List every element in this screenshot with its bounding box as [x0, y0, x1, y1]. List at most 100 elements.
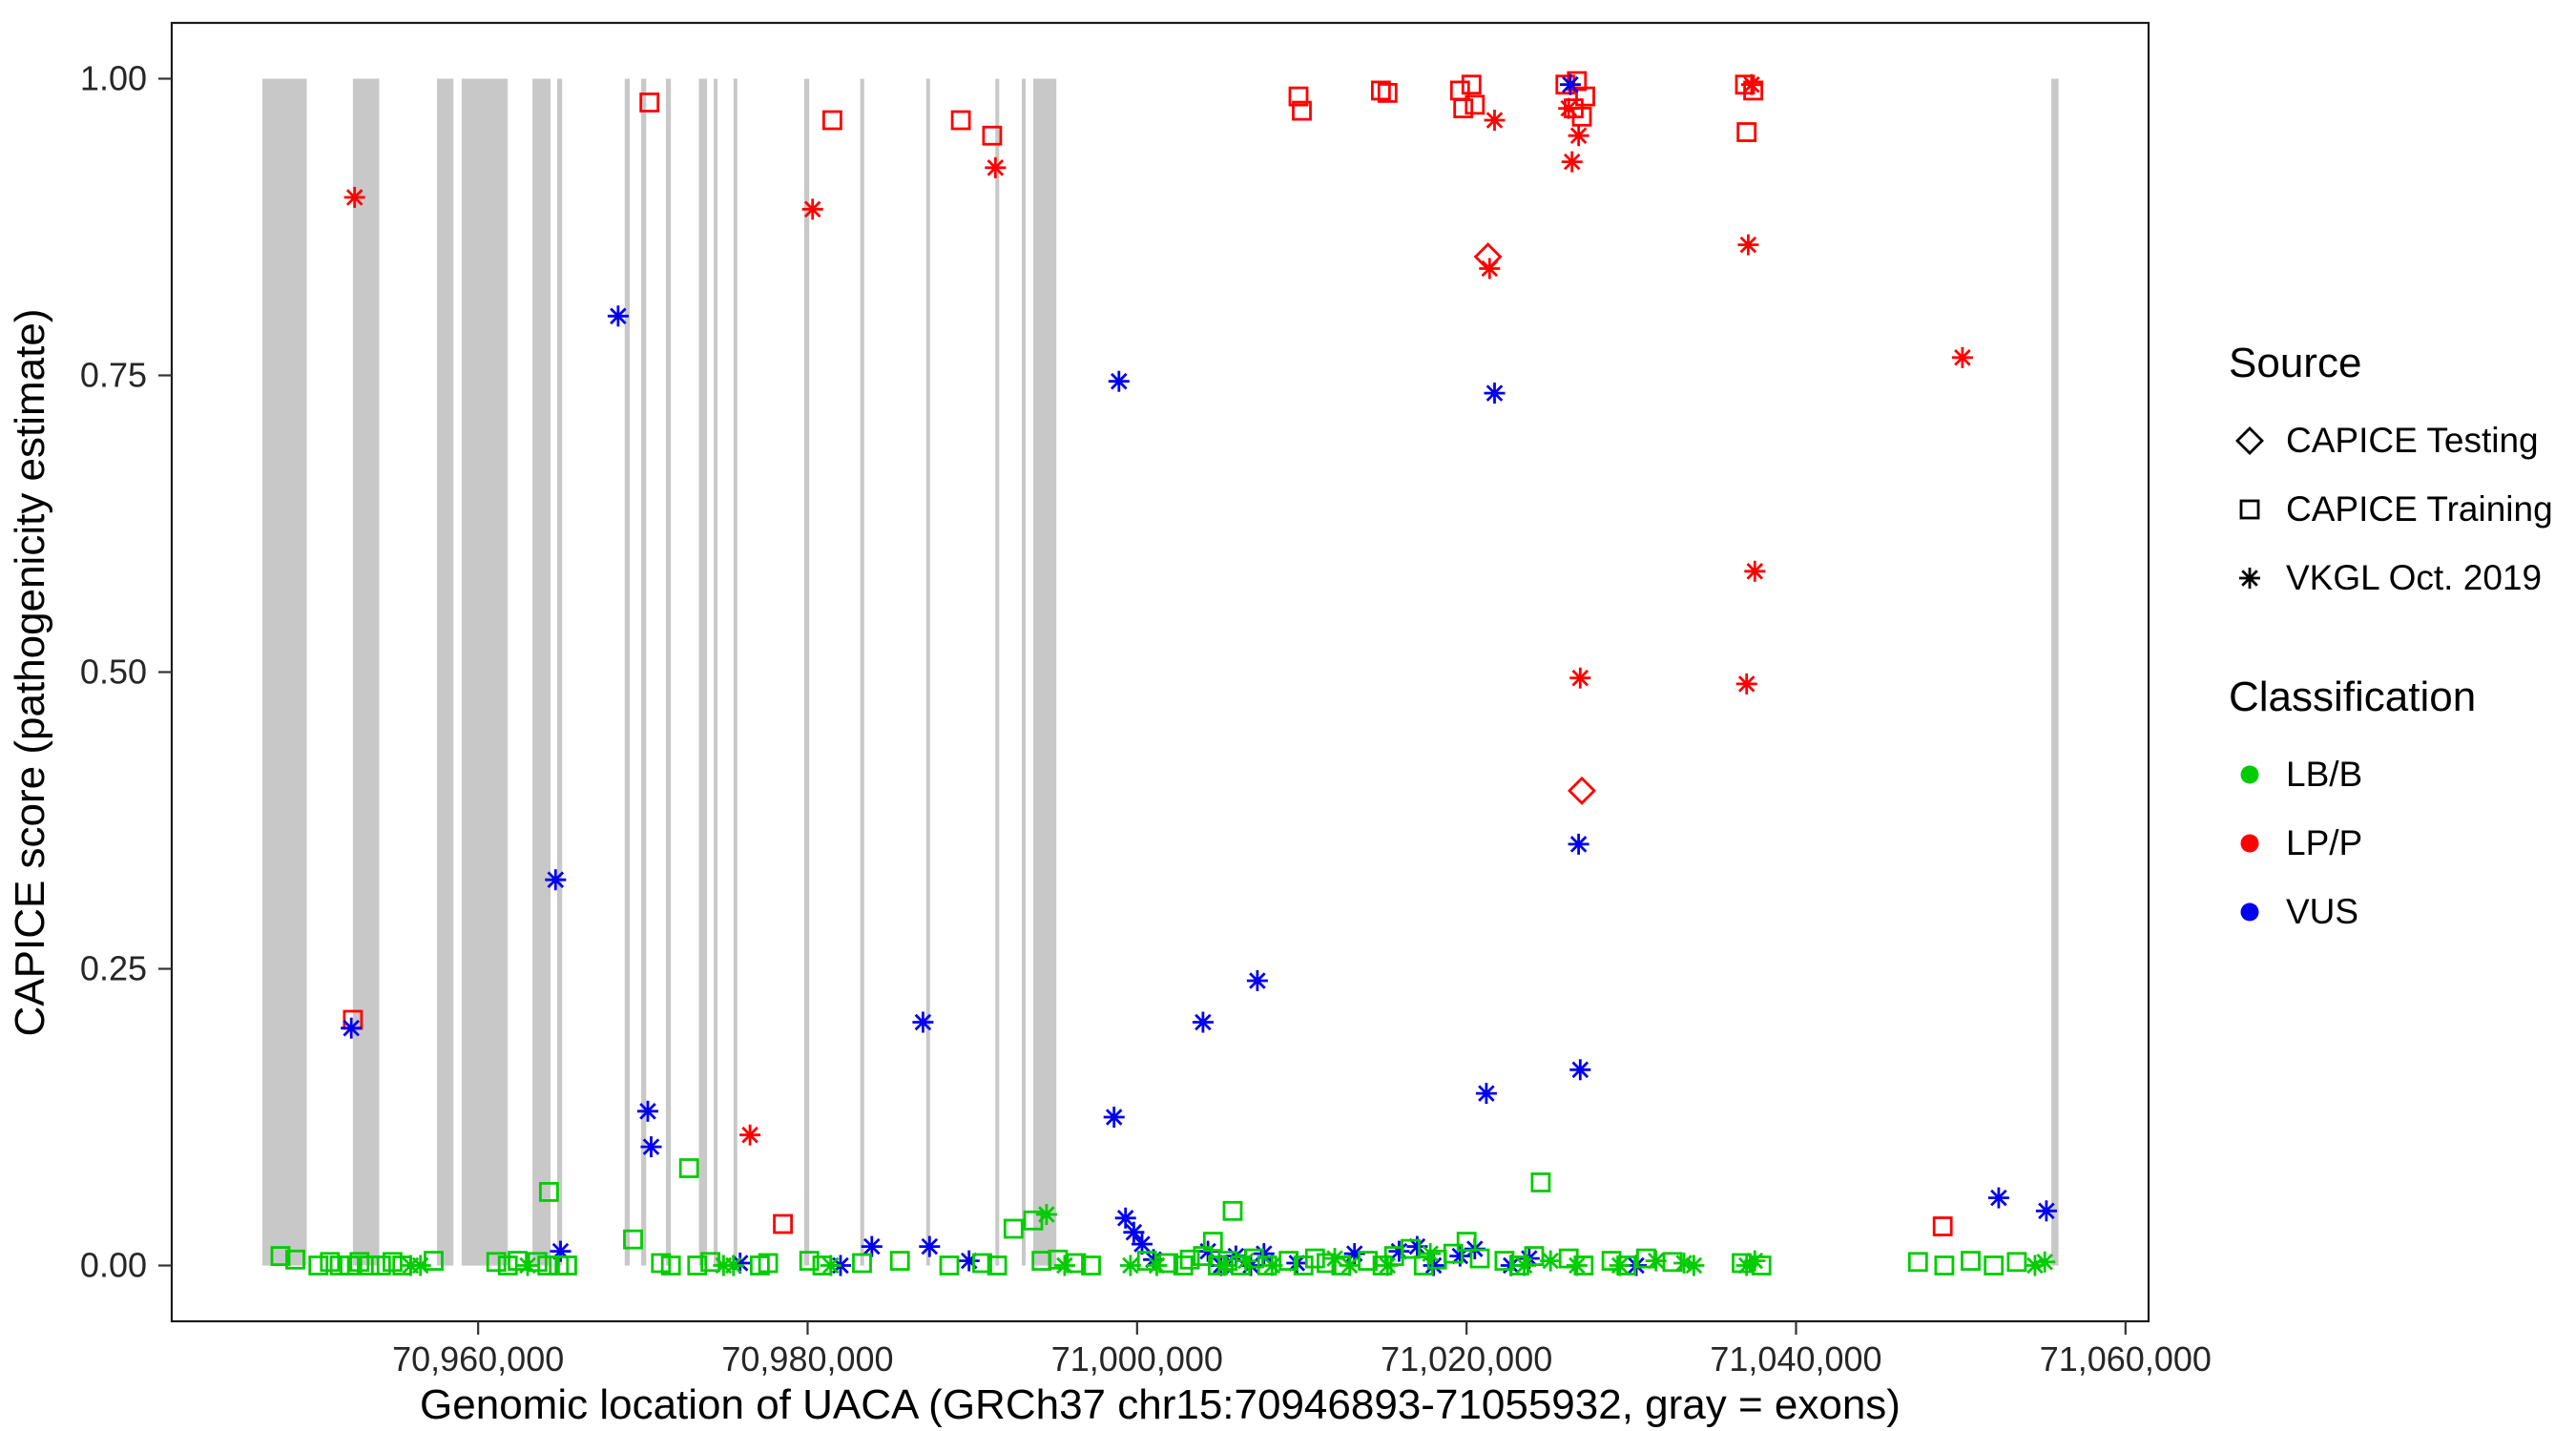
data-point — [1453, 98, 1474, 118]
data-point — [1401, 1238, 1421, 1259]
diamond-key-icon — [2235, 426, 2264, 455]
legend-item-label: VUS — [2286, 892, 2359, 931]
exon-bar — [437, 78, 454, 1266]
data-point — [1475, 1083, 1497, 1105]
legend-item-label: CAPICE Training — [2286, 489, 2553, 529]
x-tick-label: 71,020,000 — [1381, 1339, 1552, 1379]
data-point — [1575, 86, 1595, 107]
data-point — [1530, 1172, 1551, 1192]
data-point — [1103, 1107, 1125, 1128]
data-point — [1119, 1255, 1141, 1276]
exon-bar — [352, 78, 380, 1266]
legend-item-label: LP/P — [2286, 823, 2363, 862]
legend-item-capice-testing: CAPICE Testing — [2229, 406, 2576, 475]
legend-source-items: CAPICE Testing CAPICE Training VKGL Oct. 2… — [2229, 406, 2576, 612]
legend-item-label: VKGL Oct. 2019 — [2286, 558, 2543, 597]
data-point — [1479, 258, 1501, 280]
legend-item-capice-training: CAPICE Training — [2229, 475, 2576, 544]
data-point — [660, 1255, 681, 1275]
exon-bar — [666, 78, 672, 1266]
exon-bar — [1033, 78, 1057, 1266]
data-point — [517, 1255, 538, 1276]
exon-bar — [532, 78, 551, 1266]
data-point — [285, 1249, 305, 1270]
data-point — [820, 1255, 841, 1276]
data-point — [801, 198, 823, 220]
points-layer — [270, 71, 2057, 1276]
legend: Source CAPICE Testing CAPICE Training VKGL… — [2229, 340, 2576, 946]
data-point — [607, 305, 629, 327]
x-tick-label: 70,960,000 — [392, 1339, 564, 1379]
data-point — [1513, 1255, 1535, 1276]
data-point — [1987, 1187, 2009, 1209]
data-point — [758, 1253, 779, 1274]
x-tick-label: 71,040,000 — [1710, 1339, 1881, 1379]
data-point — [1278, 1251, 1299, 1271]
data-point — [1569, 667, 1591, 689]
data-point — [1123, 1221, 1145, 1243]
data-point — [1683, 1255, 1705, 1276]
x-tick-label: 71,000,000 — [1051, 1339, 1223, 1379]
data-point — [1461, 74, 1482, 95]
data-point — [270, 1246, 291, 1266]
data-point — [1566, 1255, 1588, 1276]
data-point — [687, 1255, 708, 1275]
data-point — [1293, 1255, 1314, 1275]
legend-classification-title: Classification — [2229, 674, 2477, 720]
data-point — [1246, 970, 1268, 991]
legend-item-vus: VUS — [2229, 878, 2576, 946]
legend-item-label: LB/B — [2286, 755, 2363, 794]
data-point — [545, 869, 567, 891]
data-point — [1645, 1250, 1667, 1272]
exon-bar — [557, 78, 563, 1266]
data-point — [349, 1252, 370, 1273]
exon-bar — [2051, 78, 2059, 1266]
data-point — [1561, 151, 1583, 173]
data-point — [799, 1251, 820, 1271]
legend-source-group: Source CAPICE Testing CAPICE Training VKGL… — [2229, 340, 2576, 612]
data-point — [1339, 1255, 1361, 1276]
data-point — [409, 1255, 431, 1276]
data-point — [1907, 1252, 1928, 1273]
data-point — [1377, 83, 1398, 103]
data-point — [1179, 1249, 1200, 1270]
data-point — [1568, 125, 1589, 147]
legend-item-lb-b: LB/B — [2229, 740, 2576, 809]
legend-item-label: CAPICE Testing — [2286, 421, 2539, 460]
data-point — [1261, 1255, 1283, 1276]
data-point — [1222, 1200, 1243, 1221]
legend-classification-group: Classification LB/B LP/P VUS — [2229, 674, 2576, 946]
data-point — [1420, 1243, 1442, 1265]
data-point — [2034, 1251, 2056, 1273]
data-point — [1173, 1255, 1194, 1275]
y-tick-label: 0.50 — [80, 653, 147, 692]
data-point — [773, 1213, 793, 1234]
data-point — [982, 125, 1003, 146]
data-point — [1736, 122, 1757, 142]
data-point — [822, 110, 842, 131]
data-point — [739, 1124, 761, 1146]
data-point — [1740, 73, 1762, 95]
data-point — [1568, 776, 1596, 805]
data-point — [1456, 1232, 1477, 1252]
data-point — [640, 1136, 662, 1158]
data-point — [1053, 1255, 1075, 1276]
exon-bar — [461, 78, 509, 1266]
exon-bar — [262, 78, 307, 1266]
data-point — [1443, 1243, 1464, 1264]
data-point — [308, 1255, 329, 1275]
data-point — [985, 156, 1007, 178]
data-point — [1951, 346, 1973, 368]
data-point — [1377, 1255, 1399, 1276]
data-point — [722, 1255, 744, 1276]
data-point — [889, 1251, 910, 1271]
data-point — [1568, 833, 1589, 855]
x-tick-label: 71,060,000 — [2040, 1339, 2212, 1379]
asterisk-key-icon — [2239, 568, 2260, 589]
data-point — [1984, 1255, 2005, 1275]
legend-item-lp-p: LP/P — [2229, 809, 2576, 878]
axes-layer: 70,960,000 70,980,000 71,000,000 71,020,000… — [80, 21, 2212, 1379]
data-point — [1744, 1250, 1766, 1272]
exon-bar — [641, 78, 647, 1266]
data-point — [1735, 673, 1757, 695]
